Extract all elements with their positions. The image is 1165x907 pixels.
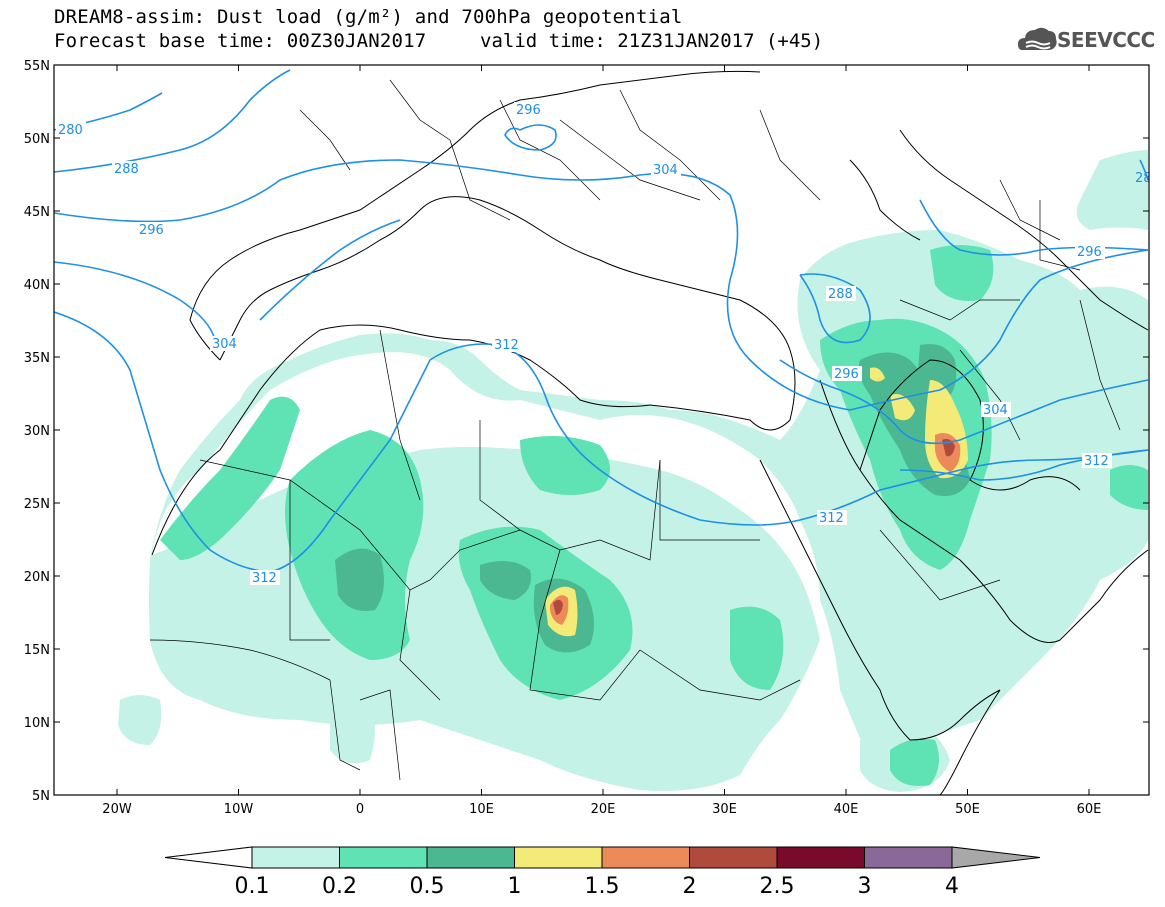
lat-tick-label: 15N xyxy=(24,643,50,658)
contour-label: 312 xyxy=(819,511,844,526)
colorbar-label: 0.5 xyxy=(410,874,445,899)
contour-label: 296 xyxy=(516,103,541,118)
lat-tick-label: 45N xyxy=(24,205,50,220)
lon-tick-label: 20E xyxy=(591,802,616,817)
contour-label: 288 xyxy=(114,162,139,177)
lon-tick-label: 50E xyxy=(955,802,980,817)
contour-label: 304 xyxy=(983,403,1008,418)
contour-label: 304 xyxy=(653,163,678,178)
lat-tick-label: 35N xyxy=(24,351,50,366)
lat-tick-label: 30N xyxy=(24,424,50,439)
lat-tick-label: 40N xyxy=(24,278,50,293)
map-content: 280 288 296 296 304 304 312 312 312 288 … xyxy=(54,69,1152,795)
geopotential-contours xyxy=(54,69,1149,573)
colorbar-swatch xyxy=(339,846,428,869)
colorbar-swatch xyxy=(776,846,865,869)
colorbar-label: 3 xyxy=(858,874,872,899)
contour-label: 304 xyxy=(212,337,237,352)
lon-tick-label: 10E xyxy=(469,802,494,817)
lat-tick-label: 10N xyxy=(24,716,50,731)
contour-label: 296 xyxy=(139,223,164,238)
logo-text: SEEVCCC xyxy=(1057,28,1155,52)
contour-label: 28 xyxy=(1135,171,1152,186)
colorbar-label: 0.1 xyxy=(235,874,270,899)
contour-label: 280 xyxy=(58,123,83,138)
contour-labels: 280 288 296 296 304 304 312 312 312 288 … xyxy=(56,102,1152,586)
colorbar-swatch xyxy=(864,846,953,869)
lat-tick-label: 25N xyxy=(24,497,50,512)
colorbar-label: 1.5 xyxy=(585,874,620,899)
lon-tick-label: 60E xyxy=(1077,802,1102,817)
latitude-axis: 55N 50N 45N 40N 35N 30N 25N 20N 15N 10N 5N xyxy=(24,59,1149,804)
lon-tick-label: 10W xyxy=(224,802,254,817)
map-title: DREAM8-assim: Dust load (g/m²) and 700hP… xyxy=(54,6,683,28)
colorbar-high-arrow xyxy=(951,846,1041,869)
contour-label: 296 xyxy=(834,367,859,382)
coastlines xyxy=(151,70,1149,795)
contour-label: 296 xyxy=(1077,245,1102,260)
forecast-base-time: Forecast base time: 00Z30JAN2017 xyxy=(54,30,427,52)
lon-tick-label: 20W xyxy=(102,802,132,817)
contour-label: 288 xyxy=(828,287,853,302)
contour-label: 312 xyxy=(494,338,519,353)
lon-tick-label: 40E xyxy=(834,802,859,817)
valid-time: valid time: 21Z31JAN2017 (+45) xyxy=(480,30,824,52)
longitude-axis: 20W 10W 0 10E 20E 30E 40E 50E 60E xyxy=(102,65,1101,817)
colorbar-swatch xyxy=(514,846,603,869)
colorbar-swatch xyxy=(251,846,340,869)
lat-tick-label: 5N xyxy=(32,789,50,804)
colorbar-label: 0.2 xyxy=(322,874,357,899)
lon-tick-label: 30E xyxy=(712,802,737,817)
colorbar: 0.1 0.2 0.5 1 1.5 2 2.5 3 4 xyxy=(164,846,1041,899)
colorbar-label: 2.5 xyxy=(760,874,795,899)
colorbar-label: 1 xyxy=(508,874,522,899)
colorbar-swatch xyxy=(689,846,778,869)
colorbar-low-arrow xyxy=(164,846,253,869)
lat-tick-label: 55N xyxy=(24,59,50,74)
lat-tick-label: 50N xyxy=(24,132,50,147)
colorbar-label: 2 xyxy=(683,874,697,899)
colorbar-label: 4 xyxy=(945,874,959,899)
country-borders xyxy=(149,79,1121,781)
lat-tick-label: 20N xyxy=(24,570,50,585)
contour-label: 312 xyxy=(1084,454,1109,469)
colorbar-swatch xyxy=(426,846,515,869)
cloud-logo-icon xyxy=(1018,27,1057,50)
lon-tick-label: 0 xyxy=(356,802,364,817)
colorbar-swatch xyxy=(601,846,690,869)
contour-label: 312 xyxy=(252,571,277,586)
